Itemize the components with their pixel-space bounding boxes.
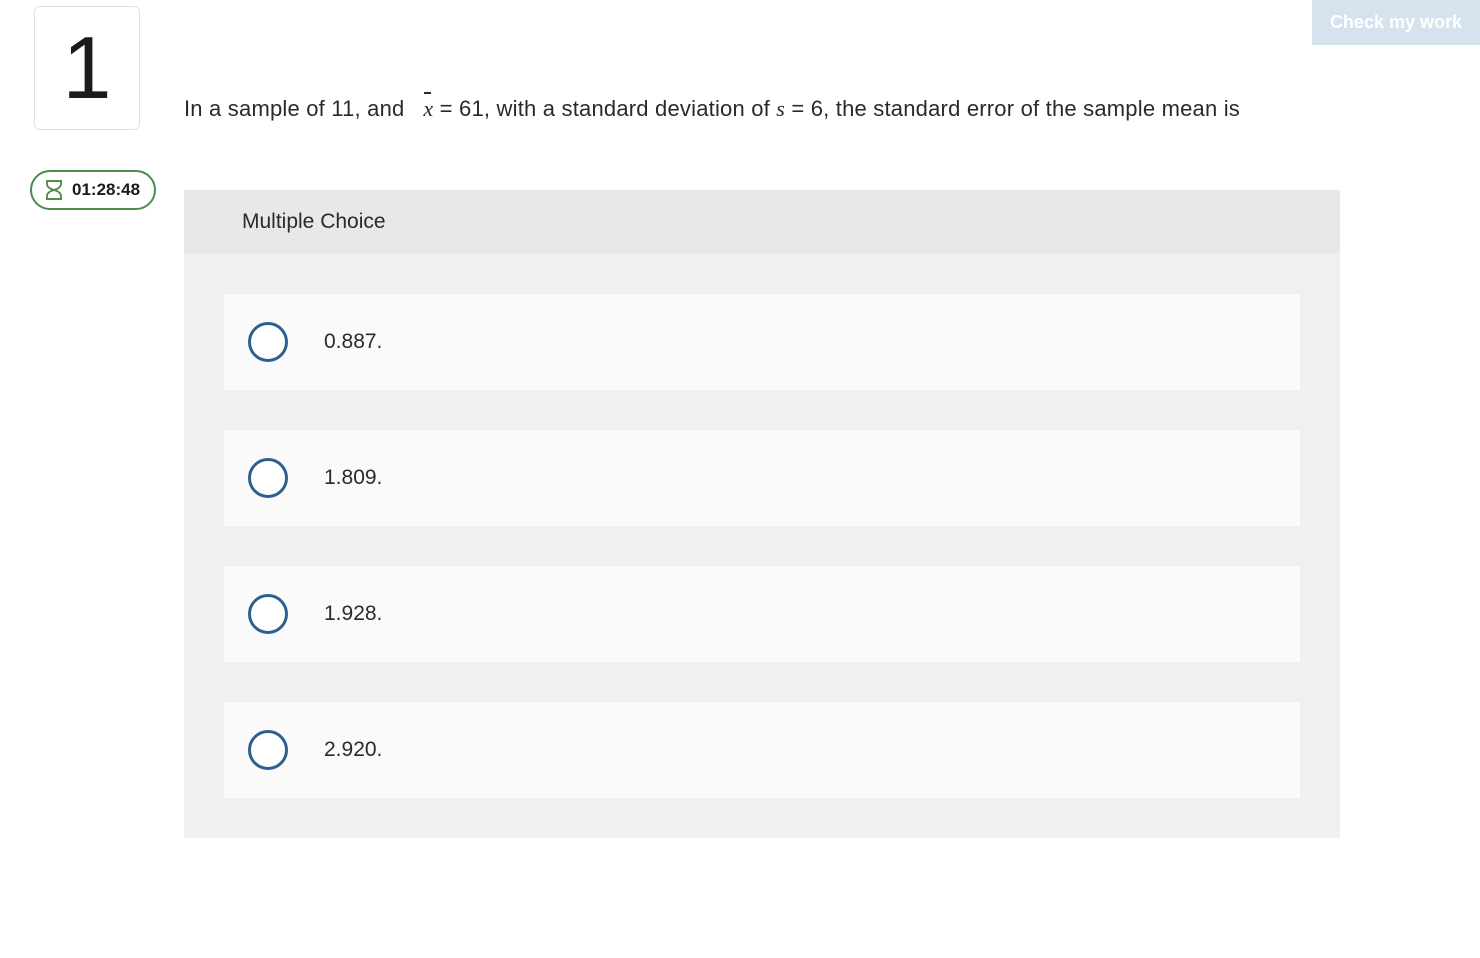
mc-option-label: 2.920. xyxy=(324,738,382,762)
check-my-work-button[interactable]: Check my work xyxy=(1312,0,1480,45)
mc-option-label: 1.928. xyxy=(324,602,382,626)
question-text-part3: = 6, the standard error of the sample me… xyxy=(785,96,1240,121)
mc-option-0[interactable]: 0.887. xyxy=(224,294,1300,390)
mc-option-label: 1.809. xyxy=(324,466,382,490)
radio-icon xyxy=(248,458,288,498)
mc-option-1[interactable]: 1.809. xyxy=(224,430,1300,526)
s-symbol: s xyxy=(776,96,785,121)
question-number: 1 xyxy=(63,17,112,119)
multiple-choice-header: Multiple Choice xyxy=(184,190,1340,254)
multiple-choice-options: 0.887. 1.809. 1.928. 2.920. xyxy=(184,254,1340,838)
question-text-part1: In a sample of 11, and xyxy=(184,96,423,121)
radio-icon xyxy=(248,594,288,634)
hourglass-icon xyxy=(44,180,64,200)
radio-icon xyxy=(248,322,288,362)
mc-option-2[interactable]: 1.928. xyxy=(224,566,1300,662)
question-number-box: 1 xyxy=(34,6,140,130)
question-text-part2: = 61, with a standard deviation of xyxy=(433,96,776,121)
question-text: In a sample of 11, and x = 61, with a st… xyxy=(184,92,1240,125)
mc-option-3[interactable]: 2.920. xyxy=(224,702,1300,798)
xbar-symbol: x xyxy=(423,92,433,125)
multiple-choice-container: Multiple Choice 0.887. 1.809. 1.928. 2.9… xyxy=(184,190,1340,838)
radio-icon xyxy=(248,730,288,770)
mc-option-label: 0.887. xyxy=(324,330,382,354)
timer-box: 01:28:48 xyxy=(30,170,156,210)
timer-value: 01:28:48 xyxy=(72,180,140,200)
